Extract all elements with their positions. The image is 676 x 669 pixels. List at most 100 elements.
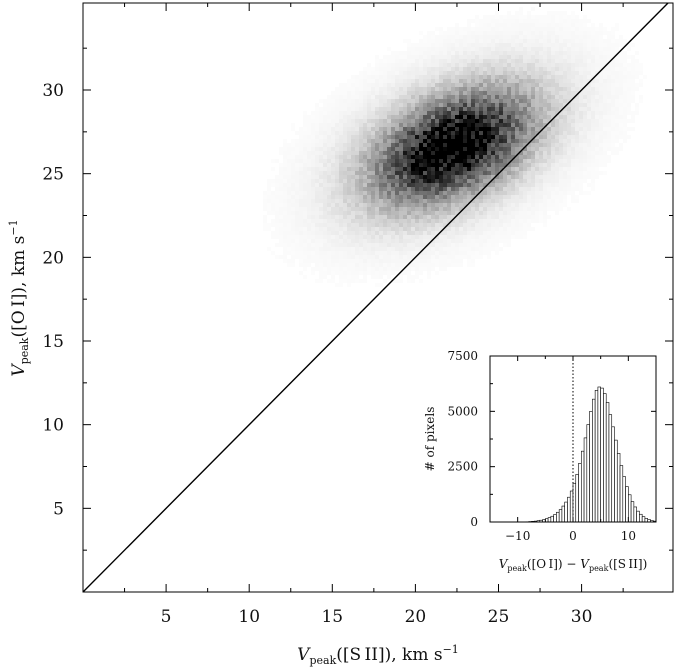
- heatmap-cell: [507, 151, 511, 155]
- heatmap-cell: [595, 107, 599, 111]
- heatmap-cell: [499, 183, 503, 187]
- heatmap-cell: [327, 263, 331, 267]
- heatmap-cell: [399, 167, 403, 171]
- heatmap-cell: [355, 91, 359, 95]
- heatmap-cell: [527, 79, 531, 83]
- heatmap-cell: [375, 131, 379, 135]
- heatmap-cell: [411, 131, 415, 135]
- heatmap-cell: [395, 211, 399, 215]
- heatmap-cell: [467, 91, 471, 95]
- heatmap-cell: [555, 111, 559, 115]
- heatmap-cell: [627, 95, 631, 99]
- heatmap-cell: [471, 163, 475, 167]
- heatmap-cell: [587, 51, 591, 55]
- heatmap-cell: [575, 79, 579, 83]
- heatmap-cell: [459, 119, 463, 123]
- heatmap-cell: [515, 111, 519, 115]
- heatmap-cell: [627, 111, 631, 115]
- heatmap-cell: [423, 239, 427, 243]
- heatmap-cell: [591, 75, 595, 79]
- heatmap-cell: [391, 271, 395, 275]
- heatmap-cell: [491, 83, 495, 87]
- heatmap-cell: [627, 55, 631, 59]
- heatmap-cell: [327, 271, 331, 275]
- heatmap-cell: [603, 159, 607, 163]
- heatmap-cell: [451, 215, 455, 219]
- heatmap-cell: [375, 115, 379, 119]
- heatmap-cell: [375, 255, 379, 259]
- heatmap-cell: [383, 239, 387, 243]
- heatmap-cell: [599, 79, 603, 83]
- heatmap-cell: [479, 227, 483, 231]
- heatmap-cell: [483, 83, 487, 87]
- heatmap-cell: [367, 155, 371, 159]
- heatmap-cell: [587, 111, 591, 115]
- heatmap-cell: [511, 95, 515, 99]
- heatmap-cell: [555, 83, 559, 87]
- heatmap-cell: [507, 51, 511, 55]
- heatmap-cell: [423, 167, 427, 171]
- heatmap-cell: [603, 171, 607, 175]
- heatmap-cell: [371, 179, 375, 183]
- heatmap-cell: [471, 219, 475, 223]
- heatmap-cell: [479, 143, 483, 147]
- heatmap-cell: [571, 163, 575, 167]
- heatmap-cell: [395, 159, 399, 163]
- heatmap-cell: [619, 111, 623, 115]
- heatmap-cell: [407, 251, 411, 255]
- heatmap-cell: [455, 219, 459, 223]
- heatmap-cell: [559, 67, 563, 71]
- heatmap-cell: [499, 91, 503, 95]
- heatmap-cell: [515, 147, 519, 151]
- heatmap-cell: [359, 203, 363, 207]
- heatmap-cell: [363, 207, 367, 211]
- heatmap-cell: [599, 147, 603, 151]
- heatmap-cell: [623, 107, 627, 111]
- heatmap-cell: [535, 135, 539, 139]
- heatmap-cell: [343, 111, 347, 115]
- heatmap-cell: [523, 159, 527, 163]
- heatmap-cell: [359, 159, 363, 163]
- heatmap-cell: [611, 67, 615, 71]
- heatmap-cell: [327, 159, 331, 163]
- heatmap-cell: [423, 63, 427, 67]
- heatmap-cell: [447, 115, 451, 119]
- heatmap-cell: [343, 251, 347, 255]
- heatmap-cell: [423, 115, 427, 119]
- heatmap-cell: [519, 107, 523, 111]
- heatmap-cell: [343, 167, 347, 171]
- heatmap-cell: [623, 59, 627, 63]
- heatmap-cell: [587, 131, 591, 135]
- heatmap-cell: [479, 211, 483, 215]
- heatmap-cell: [411, 171, 415, 175]
- heatmap-cell: [599, 107, 603, 111]
- x-tick-label: 30: [571, 607, 593, 627]
- heatmap-cell: [347, 115, 351, 119]
- heatmap-cell: [491, 55, 495, 59]
- heatmap-cell: [419, 111, 423, 115]
- heatmap-cell: [411, 275, 415, 279]
- heatmap-cell: [431, 63, 435, 67]
- heatmap-cell: [567, 131, 571, 135]
- heatmap-cell: [319, 215, 323, 219]
- heatmap-cell: [475, 55, 479, 59]
- heatmap-cell: [307, 199, 311, 203]
- heatmap-cell: [579, 187, 583, 191]
- heatmap-cell: [319, 255, 323, 259]
- heatmap-cell: [495, 227, 499, 231]
- heatmap-cell: [503, 135, 507, 139]
- heatmap-cell: [471, 255, 475, 259]
- heatmap-cell: [367, 243, 371, 247]
- heatmap-cell: [363, 155, 367, 159]
- heatmap-cell: [531, 87, 535, 91]
- heatmap-cell: [391, 259, 395, 263]
- heatmap-cell: [495, 63, 499, 67]
- heatmap-cell: [499, 47, 503, 51]
- heatmap-cell: [515, 171, 519, 175]
- heatmap-cell: [463, 79, 467, 83]
- heatmap-cell: [599, 47, 603, 51]
- heatmap-cell: [459, 95, 463, 99]
- heatmap-cell: [603, 151, 607, 155]
- heatmap-cell: [475, 151, 479, 155]
- heatmap-cell: [467, 95, 471, 99]
